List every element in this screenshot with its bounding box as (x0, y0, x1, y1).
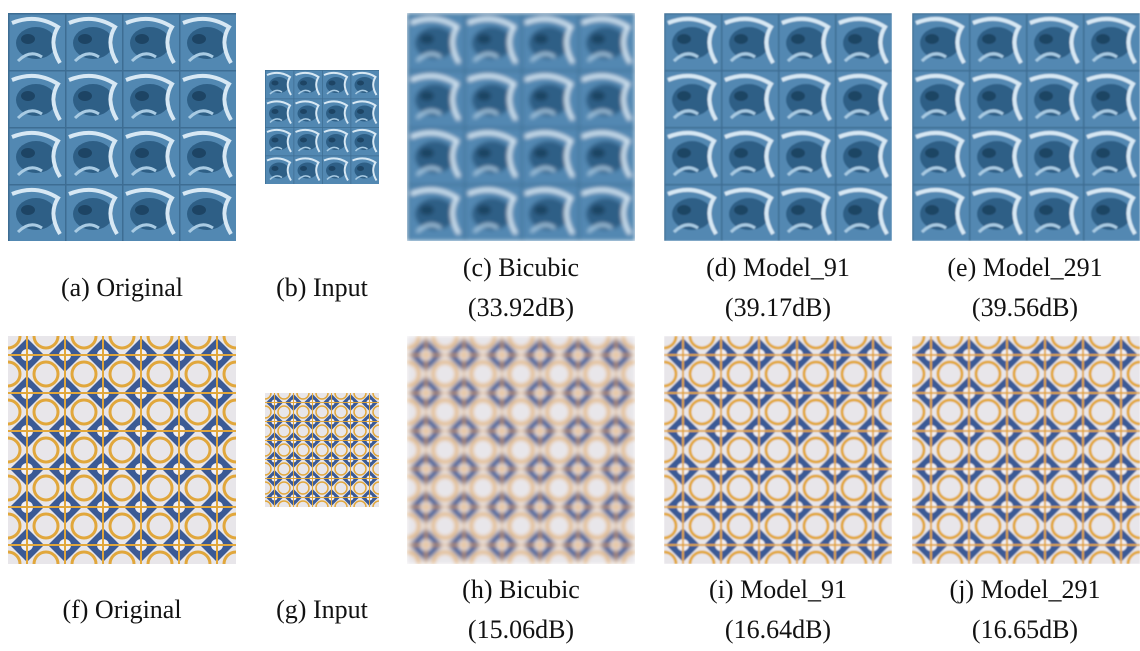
caption: (g) Input (276, 595, 368, 624)
image (407, 13, 635, 241)
image-texture (407, 13, 635, 241)
image (664, 13, 892, 241)
image (8, 336, 236, 564)
caption: (f) Original (62, 595, 181, 624)
caption: (39.17dB) (725, 293, 831, 322)
image (912, 13, 1140, 241)
image-texture (265, 70, 379, 184)
image (664, 336, 892, 564)
image-texture (664, 13, 892, 241)
caption: (a) Original (61, 273, 183, 302)
image (265, 393, 379, 507)
caption: (j) Model_291 (950, 575, 1101, 604)
caption: (33.92dB) (468, 293, 574, 322)
image-texture (265, 393, 379, 507)
caption: (h) Bicubic (462, 575, 580, 604)
caption: (d) Model_91 (706, 253, 850, 282)
image-texture (912, 13, 1140, 241)
panels: (a) Original (b) Input (c) Bicubic (33.92dB… (8, 13, 1140, 644)
image (8, 13, 236, 241)
caption: (i) Model_91 (709, 575, 847, 604)
image-texture (8, 336, 236, 564)
caption: (16.65dB) (972, 615, 1078, 644)
image-texture (912, 336, 1140, 564)
image (265, 70, 379, 184)
image-texture (407, 336, 635, 564)
figure: (a) Original (b) Input (c) Bicubic (33.92dB… (0, 0, 1140, 651)
caption: (16.64dB) (725, 615, 831, 644)
image (407, 336, 635, 564)
image (912, 336, 1140, 564)
caption: (b) Input (276, 273, 368, 302)
image-texture (8, 13, 236, 241)
caption: (39.56dB) (972, 293, 1078, 322)
image-texture (664, 336, 892, 564)
caption: (15.06dB) (468, 615, 574, 644)
caption: (c) Bicubic (463, 253, 579, 282)
caption: (e) Model_291 (947, 253, 1102, 282)
